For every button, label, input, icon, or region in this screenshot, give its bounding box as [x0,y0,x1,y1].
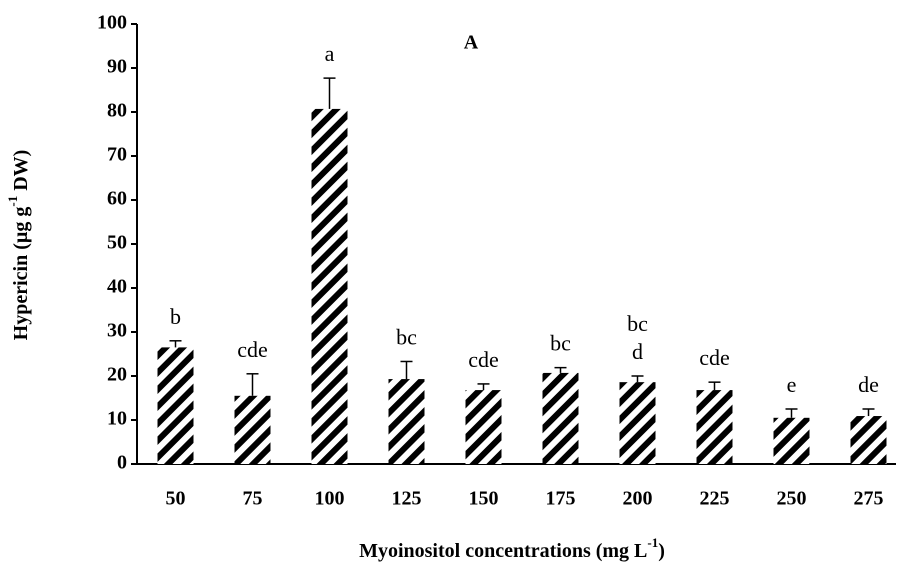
y-tick-label: 80 [107,100,127,122]
x-axis-label-part: -1 [647,535,658,550]
x-axis-label-part: ) [658,540,665,562]
x-tick-label: 100 [315,488,345,510]
x-tick-label: 275 [854,488,884,510]
x-tick-label: 75 [243,488,263,510]
bar [696,390,733,464]
y-tick-label: 50 [107,232,127,254]
x-tick-label: 200 [623,488,653,510]
error-bar [169,340,182,348]
y-tick-label: 90 [107,56,127,78]
bar [850,416,887,464]
bar [465,390,502,464]
y-axis-label-part: Hypericin (µg g [10,207,32,341]
x-axis-label-part: Myoinositol concentrations (mg L [359,540,647,562]
y-tick-label: 100 [97,12,127,34]
x-tick-label: 125 [392,488,422,510]
significance-label: bc [627,311,648,336]
error-bar [400,360,413,380]
bar [234,395,271,464]
error-bar [477,383,490,391]
bar [311,108,348,465]
significance-label: de [858,372,879,397]
significance-label: cde [468,347,499,372]
significance-label: e [787,372,797,397]
x-tick-label: 150 [469,488,499,510]
y-axis-label: Hypericin (µg g-1 DW) [5,150,31,341]
x-axis-label: Myoinositol concentrations (mg L-1) [359,535,665,561]
y-tick-label: 10 [107,408,127,430]
x-tick-label: 250 [777,488,807,510]
significance-label: cde [237,337,268,362]
significance-label: cde [699,345,730,370]
error-bar [246,373,259,396]
bar [157,347,194,464]
y-tick-label: 0 [117,452,127,474]
error-bar [708,381,721,391]
error-bar [785,408,798,418]
significance-label: bc [396,325,417,350]
significance-label: d [632,339,643,364]
significance-label: bc [550,331,571,356]
bar [542,372,579,464]
x-tick-label: 50 [166,488,186,510]
chart-title: A [464,32,479,54]
error-bar [631,375,644,383]
bar [388,379,425,464]
error-bar [554,366,567,373]
y-axis-label-part: -1 [5,196,20,207]
y-axis-label-part: DW) [10,150,32,196]
y-tick-label: 70 [107,144,127,166]
bar [619,382,656,464]
significance-label: b [170,304,181,329]
error-bar [862,408,875,417]
x-tick-label: 225 [700,488,730,510]
bar [773,417,810,464]
x-tick-label: 175 [546,488,576,510]
y-tick-label: 30 [107,320,127,342]
y-tick-label: 60 [107,188,127,210]
significance-label: a [325,41,335,66]
error-bar [323,77,336,109]
y-tick-label: 20 [107,364,127,386]
y-tick-label: 40 [107,276,127,298]
